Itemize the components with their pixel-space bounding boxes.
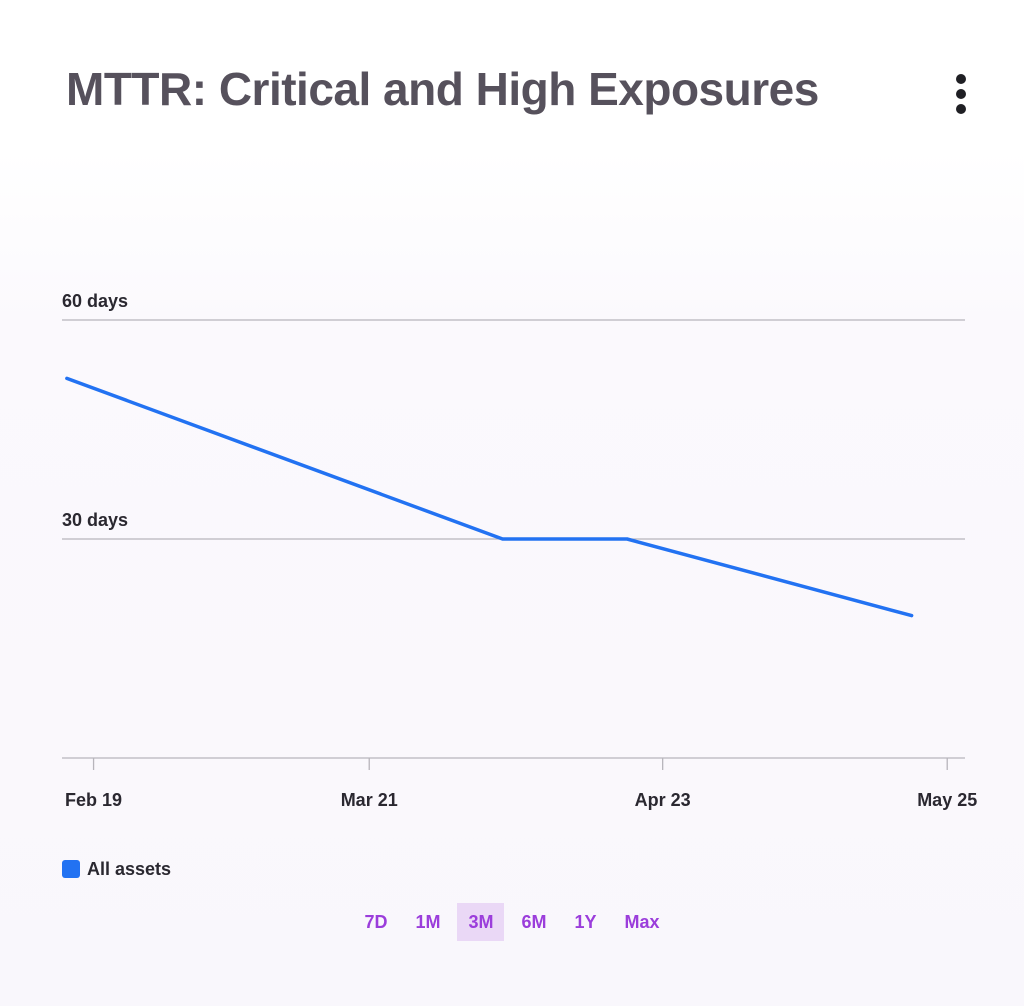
series-point xyxy=(501,537,505,541)
x-tick-label: Feb 19 xyxy=(65,790,122,810)
x-tick-label: Apr 23 xyxy=(635,790,691,810)
mttr-line-chart: 30 days 60 days Feb 19 Mar 21 Apr 23 May 25 xyxy=(62,291,977,810)
range-max-button[interactable]: Max xyxy=(614,903,671,941)
legend: All assets xyxy=(62,858,171,880)
chart-title: MTTR: Critical and High Exposures xyxy=(66,63,819,115)
y-tick-label: 60 days xyxy=(62,291,128,311)
legend-swatch-all-assets xyxy=(62,860,80,878)
series-point xyxy=(625,537,629,541)
time-range-selector: 7D 1M 3M 6M 1Y Max xyxy=(0,903,1024,941)
range-1y-button[interactable]: 1Y xyxy=(564,903,608,941)
legend-label-all-assets: All assets xyxy=(87,858,172,879)
kebab-menu-icon[interactable] xyxy=(944,70,978,118)
series-line-all-assets xyxy=(65,376,914,618)
y-tick-label: 30 days xyxy=(62,510,128,530)
range-6m-button[interactable]: 6M xyxy=(510,903,557,941)
range-3m-button[interactable]: 3M xyxy=(457,903,505,941)
series-point xyxy=(65,376,69,380)
range-7d-button[interactable]: 7D xyxy=(353,903,398,941)
x-tick-label: Mar 21 xyxy=(341,790,398,810)
x-tick-label: May 25 xyxy=(917,790,977,810)
series-point xyxy=(910,614,914,618)
range-1m-button[interactable]: 1M xyxy=(404,903,451,941)
